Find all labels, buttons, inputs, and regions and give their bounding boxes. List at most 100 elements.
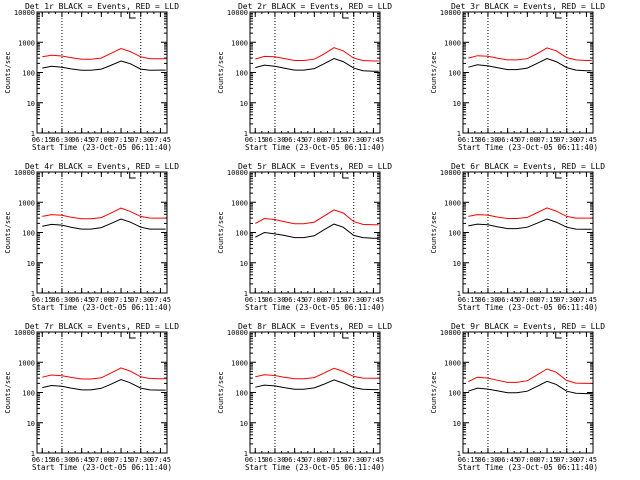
- y-tick-label: 100: [448, 230, 461, 238]
- x-axis-label: Start Time (23-Oct-05 06:11:40): [245, 463, 385, 472]
- y-tick-label: 10000: [227, 169, 248, 177]
- lld-series-line: [42, 207, 166, 220]
- y-axis-label: Counts/sec: [4, 211, 12, 253]
- corner-marker: [342, 172, 349, 179]
- x-tick-label: 06:15: [458, 296, 479, 304]
- x-tick-label: 06:15: [32, 456, 53, 464]
- y-tick-label: 1: [457, 450, 461, 458]
- events-series-line: [468, 57, 592, 72]
- detector-panel: Det 7r BLACK = Events, RED = LLD 1 10 100 10…: [4, 322, 179, 472]
- y-tick-label: 10: [27, 260, 35, 268]
- y-tick-label: 10000: [440, 9, 461, 17]
- plot-frame: [36, 171, 168, 294]
- detector-panel: Det 6r BLACK = Events, RED = LLD 1 10 100 10…: [430, 162, 605, 312]
- x-tick-label: 06:45: [497, 296, 518, 304]
- x-tick-label: 06:45: [284, 136, 305, 144]
- lld-series-line: [468, 207, 592, 219]
- x-tick-label: 06:15: [245, 456, 266, 464]
- x-tick-label: 07:00: [517, 136, 538, 144]
- y-tick-label: 1000: [231, 39, 248, 47]
- y-tick-label: 10: [453, 260, 461, 268]
- panel-title: Det 1r BLACK = Events, RED = LLD: [25, 2, 179, 11]
- plot-frame: [462, 171, 594, 294]
- x-axis-label: Start Time (23-Oct-05 06:11:40): [32, 303, 172, 312]
- lld-series-line: [468, 47, 592, 61]
- y-axis-label: Counts/sec: [217, 51, 225, 93]
- y-tick-label: 1000: [444, 39, 461, 47]
- y-axis-label: Counts/sec: [430, 211, 438, 253]
- corner-marker: [555, 172, 562, 179]
- x-axis-label: Start Time (23-Oct-05 06:11:40): [458, 143, 598, 152]
- corner-marker: [555, 12, 562, 19]
- x-axis-label: Start Time (23-Oct-05 06:11:40): [32, 463, 172, 472]
- x-tick-label: 07:00: [517, 456, 538, 464]
- x-tick-label: 06:45: [497, 136, 518, 144]
- x-tick-label: 07:30: [130, 296, 151, 304]
- y-tick-label: 10: [240, 420, 248, 428]
- y-tick-label: 1000: [444, 199, 461, 207]
- x-tick-label: 07:45: [150, 456, 171, 464]
- x-tick-label: 06:45: [497, 456, 518, 464]
- x-tick-label: 07:15: [324, 456, 345, 464]
- x-tick-label: 07:45: [363, 456, 384, 464]
- detector-panel: Det 4r BLACK = Events, RED = LLD 1 10 100 10…: [4, 162, 179, 312]
- y-tick-label: 1000: [231, 359, 248, 367]
- x-axis-label: Start Time (23-Oct-05 06:11:40): [245, 143, 385, 152]
- y-tick-label: 100: [22, 390, 35, 398]
- y-tick-label: 1: [31, 450, 35, 458]
- x-tick-label: 07:30: [343, 296, 364, 304]
- x-tick-label: 07:45: [150, 296, 171, 304]
- plot-frame: [249, 331, 381, 454]
- x-tick-label: 06:45: [71, 456, 92, 464]
- x-axis-label: Start Time (23-Oct-05 06:11:40): [458, 303, 598, 312]
- y-tick-label: 10: [27, 100, 35, 108]
- detector-panel: Det 9r BLACK = Events, RED = LLD 1 10 100 10…: [430, 322, 605, 472]
- panel-title: Det 3r BLACK = Events, RED = LLD: [451, 2, 605, 11]
- x-tick-label: 07:30: [130, 136, 151, 144]
- y-tick-label: 1: [244, 450, 248, 458]
- x-tick-label: 06:15: [458, 136, 479, 144]
- y-tick-label: 1000: [18, 199, 35, 207]
- y-tick-label: 100: [448, 390, 461, 398]
- panel-title: Det 9r BLACK = Events, RED = LLD: [451, 322, 605, 331]
- x-tick-label: 07:30: [343, 456, 364, 464]
- y-tick-label: 1000: [18, 39, 35, 47]
- corner-marker: [129, 332, 136, 339]
- x-tick-label: 06:45: [284, 456, 305, 464]
- x-tick-label: 07:15: [111, 296, 132, 304]
- plot-frame: [36, 331, 168, 454]
- x-tick-label: 07:45: [576, 296, 597, 304]
- y-tick-label: 1: [457, 290, 461, 298]
- x-tick-label: 07:00: [91, 136, 112, 144]
- detector-panel: Det 1r BLACK = Events, RED = LLD 1 10 100 10…: [4, 2, 179, 152]
- y-tick-label: 10: [240, 100, 248, 108]
- y-tick-label: 1000: [18, 359, 35, 367]
- x-tick-label: 06:30: [477, 456, 498, 464]
- corner-marker: [342, 332, 349, 339]
- x-tick-label: 07:00: [517, 296, 538, 304]
- x-tick-label: 06:30: [477, 296, 498, 304]
- events-series-line: [255, 223, 379, 239]
- y-tick-label: 100: [22, 230, 35, 238]
- x-tick-label: 07:00: [304, 136, 325, 144]
- panel-title: Det 8r BLACK = Events, RED = LLD: [238, 322, 392, 331]
- x-tick-label: 07:30: [556, 296, 577, 304]
- events-series-line: [255, 379, 379, 391]
- events-series-line: [42, 218, 166, 230]
- x-tick-label: 07:30: [556, 136, 577, 144]
- x-tick-label: 06:15: [245, 296, 266, 304]
- plot-frame: [249, 11, 381, 134]
- y-tick-label: 1: [244, 130, 248, 138]
- x-tick-label: 06:15: [32, 136, 53, 144]
- x-tick-label: 06:30: [264, 296, 285, 304]
- x-tick-label: 07:45: [363, 296, 384, 304]
- y-axis-label: Counts/sec: [430, 51, 438, 93]
- panel-title: Det 7r BLACK = Events, RED = LLD: [25, 322, 179, 331]
- lld-series-line: [42, 367, 166, 380]
- events-series-line: [42, 60, 166, 71]
- x-tick-label: 06:30: [264, 456, 285, 464]
- y-tick-label: 1000: [444, 359, 461, 367]
- y-tick-label: 10: [240, 260, 248, 268]
- y-tick-label: 10000: [227, 9, 248, 17]
